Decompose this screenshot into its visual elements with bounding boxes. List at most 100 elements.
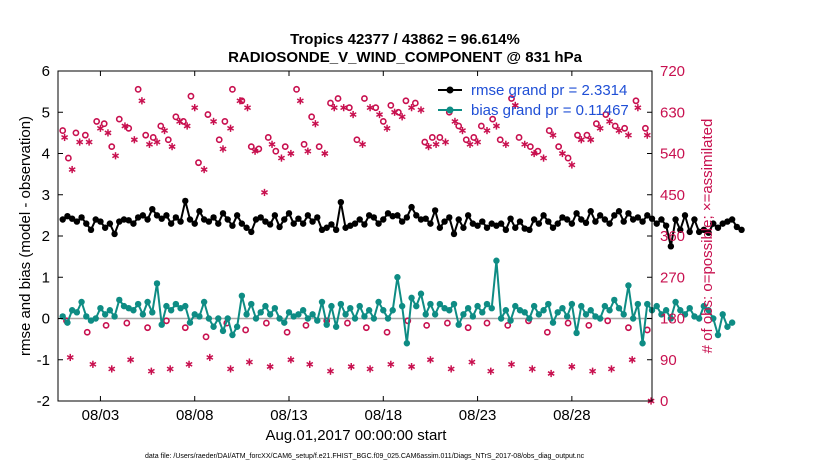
obs-assimilated-stroke bbox=[447, 366, 455, 372]
obs-assimilated-stroke bbox=[624, 132, 632, 138]
obs-possible-marker bbox=[242, 326, 250, 334]
obs-assimilated-marker bbox=[577, 136, 585, 144]
rmse-point bbox=[224, 216, 231, 223]
bias-point bbox=[526, 315, 533, 322]
obs-assimilated-marker bbox=[251, 147, 259, 155]
x-axis-ticks: 08/03 08/08 08/13 08/18 08/23 08/28 bbox=[82, 71, 591, 424]
obs-assimilated-marker bbox=[76, 138, 84, 146]
bias-point bbox=[186, 319, 194, 326]
left-tick-label: -2 bbox=[37, 393, 50, 410]
rmse-point bbox=[691, 216, 698, 223]
rmse-point bbox=[502, 226, 510, 234]
obs-assimilated-stroke bbox=[425, 144, 433, 150]
obs-assimilated-stroke bbox=[61, 135, 69, 140]
obs-possible-marker bbox=[508, 95, 515, 102]
obs-possible-marker bbox=[387, 101, 395, 109]
rmse-point bbox=[427, 220, 434, 227]
rmse-point bbox=[639, 218, 646, 225]
rmse-point bbox=[384, 210, 392, 217]
rmse-point bbox=[219, 210, 227, 217]
rmse-point bbox=[167, 220, 175, 227]
obs-assimilated-stroke bbox=[451, 118, 459, 124]
obs-possible-marker bbox=[362, 324, 370, 332]
obs-assimilated-stroke bbox=[176, 118, 184, 124]
obs-assimilated-stroke bbox=[210, 118, 218, 124]
bias-point bbox=[337, 300, 345, 308]
obs-possible-marker bbox=[102, 321, 110, 329]
obs-assimilated-stroke bbox=[589, 368, 597, 374]
obs-assimilated-marker bbox=[528, 365, 536, 373]
bias-point bbox=[450, 300, 458, 308]
obs-possible-marker bbox=[592, 120, 600, 128]
rmse-point bbox=[422, 215, 429, 222]
bias-point bbox=[271, 304, 279, 312]
obs-assimilated-marker bbox=[85, 138, 93, 146]
rmse-point bbox=[611, 212, 618, 219]
rmse-point bbox=[290, 220, 297, 227]
obs-possible-marker bbox=[100, 120, 108, 128]
obs-assimilated-marker bbox=[521, 140, 529, 148]
obs-possible-marker bbox=[262, 319, 270, 327]
rmse-point bbox=[196, 208, 203, 215]
bias-point bbox=[422, 311, 429, 318]
obs-assimilated-stroke bbox=[266, 364, 274, 370]
bias-point bbox=[83, 313, 90, 320]
bias-point bbox=[153, 280, 161, 287]
obs-possible-marker bbox=[195, 159, 202, 167]
rmse-point bbox=[483, 224, 491, 231]
obs-possible-marker bbox=[264, 134, 272, 141]
rmse-point bbox=[271, 212, 279, 219]
rmse-point bbox=[186, 216, 194, 223]
bias-point bbox=[233, 323, 241, 330]
obs-assimilated-stroke bbox=[168, 144, 176, 150]
obs-possible-marker bbox=[204, 111, 212, 118]
rmse-point bbox=[413, 212, 420, 219]
bias-point bbox=[634, 300, 642, 308]
rmse-point bbox=[677, 226, 684, 234]
obs-possible-marker bbox=[149, 134, 157, 141]
obs-possible-marker bbox=[402, 97, 410, 105]
legend-bias-marker bbox=[446, 106, 454, 114]
rmse-point bbox=[295, 215, 302, 222]
rmse-point bbox=[304, 212, 312, 219]
obs-assimilated-marker bbox=[458, 126, 466, 135]
obs-assimilated-stroke bbox=[321, 151, 329, 156]
bias-point bbox=[64, 319, 71, 326]
obs-assimilated-stroke bbox=[304, 148, 312, 154]
obs-assimilated-marker bbox=[502, 140, 510, 148]
obs-possible-marker bbox=[564, 154, 572, 162]
obs-assimilated-marker bbox=[508, 360, 516, 368]
legend: rmse grand pr = 2.3314 bias grand pr = 0… bbox=[438, 82, 629, 119]
obs-assimilated-stroke bbox=[606, 118, 614, 124]
bias-point bbox=[695, 315, 703, 322]
rmse-series bbox=[59, 197, 745, 250]
obs-assimilated-marker bbox=[227, 124, 235, 132]
right-tick-label: 720 bbox=[660, 63, 685, 80]
obs-assimilated-marker bbox=[568, 161, 576, 169]
bias-point bbox=[625, 282, 632, 289]
obs-possible-marker bbox=[625, 324, 632, 332]
obs-assimilated-marker bbox=[183, 122, 191, 130]
obs-assimilated-marker bbox=[68, 165, 76, 174]
obs-possible-marker bbox=[293, 85, 300, 93]
obs-assimilated-stroke bbox=[306, 361, 314, 367]
obs-assimilated-stroke bbox=[161, 128, 169, 134]
obs-possible-marker bbox=[272, 147, 280, 155]
rmse-point bbox=[144, 216, 151, 223]
bias-point bbox=[497, 315, 505, 322]
obs-assimilated-marker bbox=[130, 136, 138, 144]
obs-possible-marker bbox=[187, 92, 195, 100]
obs-assimilated-marker bbox=[447, 365, 455, 373]
rmse-point bbox=[191, 220, 198, 227]
rmse-point bbox=[545, 218, 552, 225]
bias-series bbox=[59, 257, 736, 347]
x-tick-label: 08/18 bbox=[365, 407, 403, 424]
bias-point bbox=[318, 298, 326, 306]
obs-assimilated-marker bbox=[530, 149, 538, 158]
obs-assimilated-stroke bbox=[145, 141, 153, 147]
legend-rmse-label: rmse grand pr = 2.3314 bbox=[471, 82, 627, 99]
bias-point bbox=[342, 311, 349, 318]
bias-point bbox=[163, 302, 170, 310]
rmse-point bbox=[417, 216, 425, 223]
obs-possible-marker bbox=[564, 319, 572, 327]
